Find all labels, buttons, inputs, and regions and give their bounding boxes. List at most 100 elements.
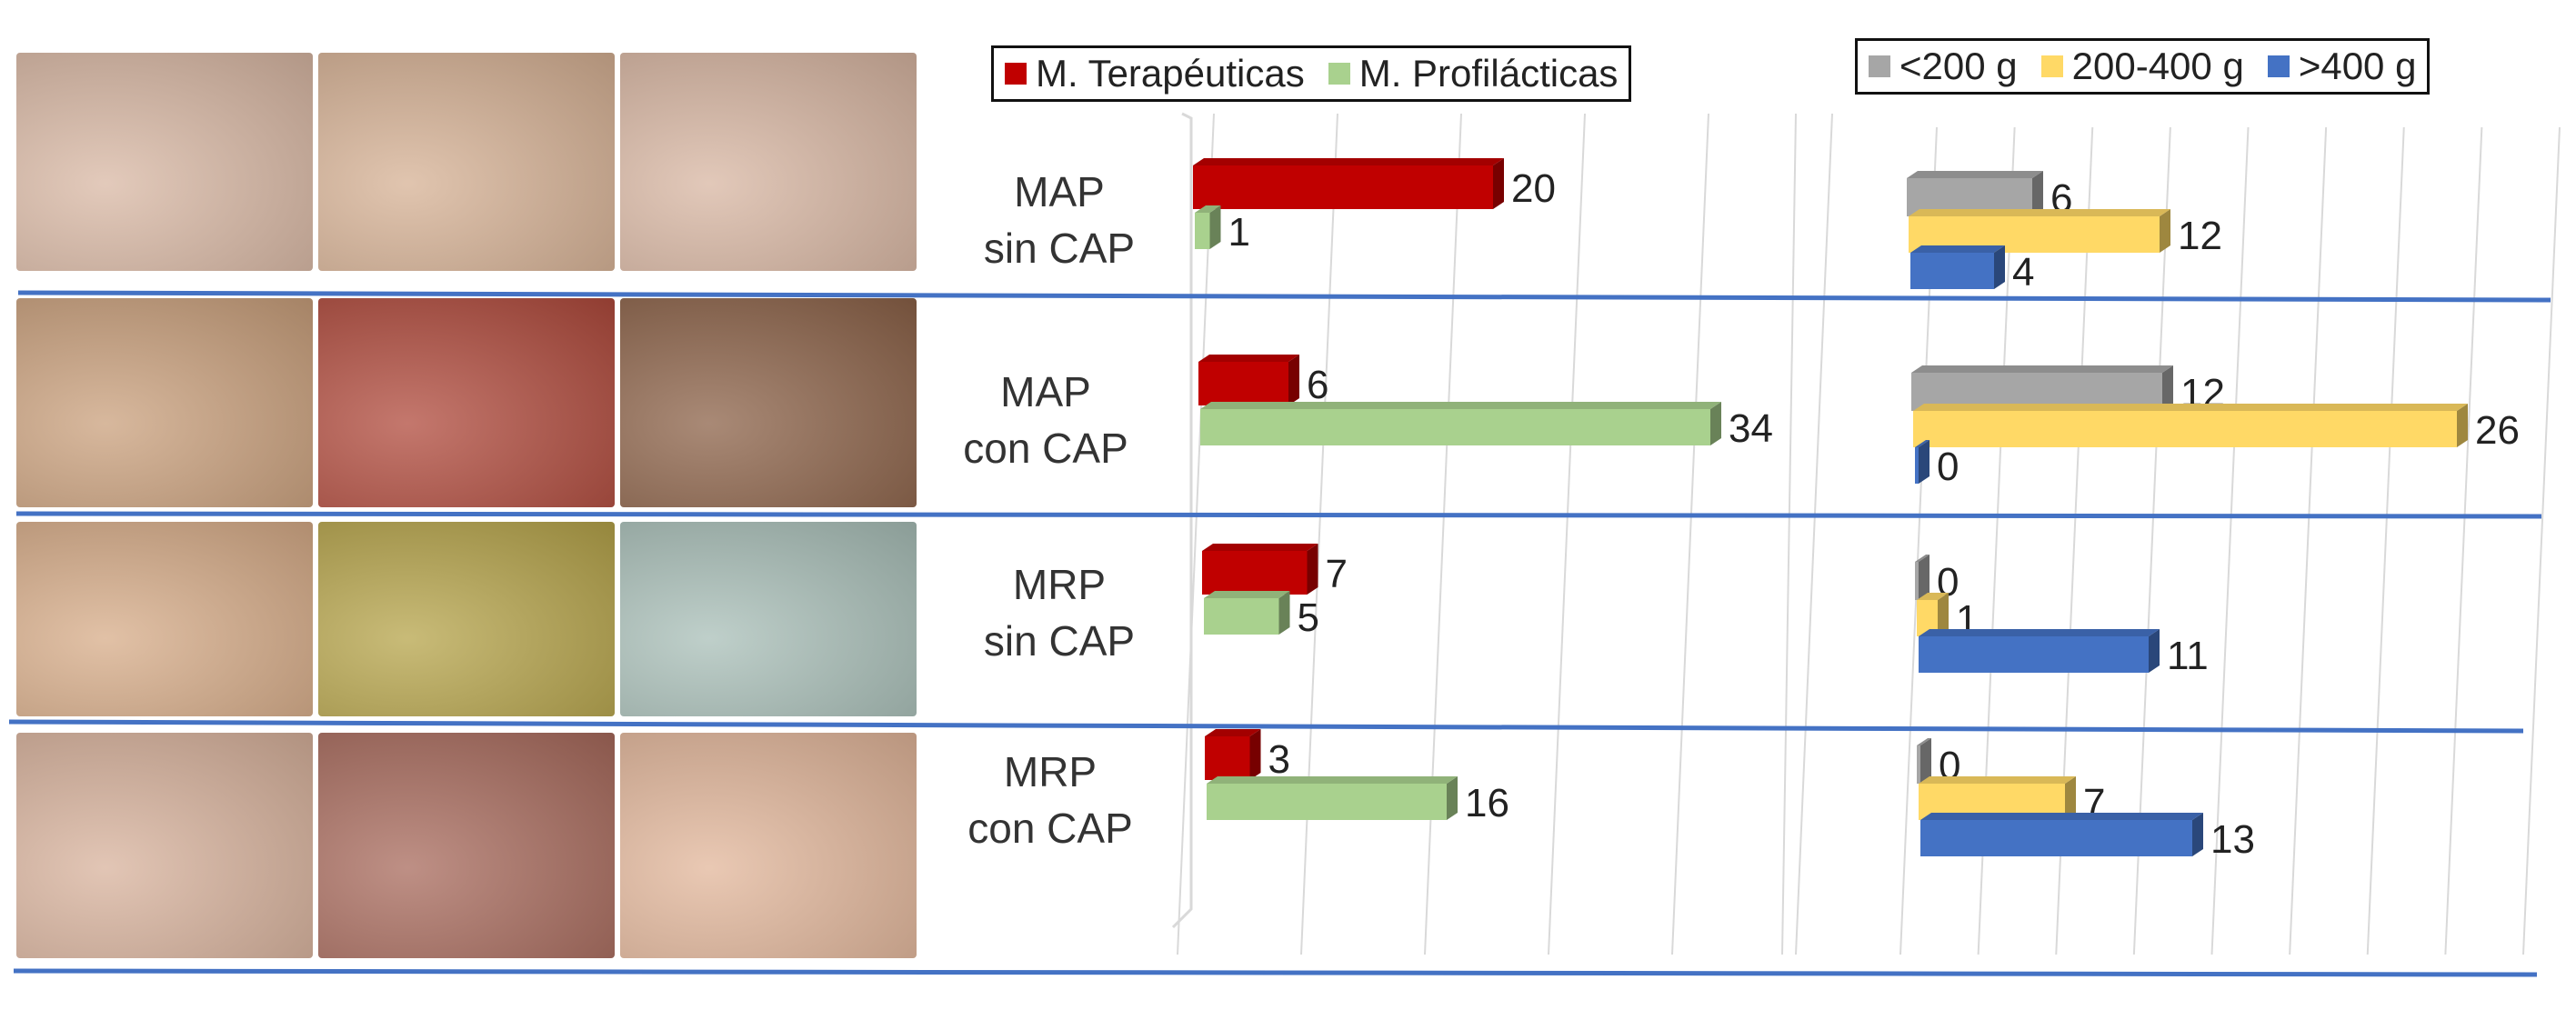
bar-top xyxy=(1205,729,1261,736)
grid-line xyxy=(1671,113,1709,955)
bar xyxy=(1920,813,2203,856)
bar-front xyxy=(1919,636,2149,673)
bar-side xyxy=(1288,355,1299,405)
row-separator xyxy=(8,719,2524,734)
grid-line xyxy=(2210,126,2250,955)
bar xyxy=(1915,555,1929,600)
bar xyxy=(1913,404,2468,447)
clinical-photo xyxy=(620,298,917,507)
legend-label: <200 g xyxy=(1899,45,2018,87)
data-label: 16 xyxy=(1465,781,1509,825)
grid-line xyxy=(2522,126,2561,955)
bar-top xyxy=(1202,544,1318,551)
bar-side xyxy=(1278,591,1290,635)
bar-side xyxy=(1919,555,1929,600)
grid-line xyxy=(1548,113,1586,955)
bar-front xyxy=(1917,745,1920,784)
grid-line xyxy=(1177,113,1215,955)
bar-top xyxy=(1207,776,1458,784)
axis-line xyxy=(1781,113,1797,955)
bar-top xyxy=(1913,404,2468,411)
clinical-photo xyxy=(16,733,313,958)
clinical-photo xyxy=(620,733,917,958)
data-label: 6 xyxy=(1307,363,1328,407)
bar-side xyxy=(2162,365,2173,411)
bar-top xyxy=(1204,591,1290,598)
bar xyxy=(1917,593,1949,636)
bar xyxy=(1200,402,1721,445)
bar-top xyxy=(1193,158,1504,165)
bar-side xyxy=(1249,729,1261,780)
bar-side xyxy=(2160,209,2170,253)
bar-front xyxy=(1915,562,1919,600)
legend-item: 200-400 g xyxy=(2040,45,2244,88)
clinical-photo xyxy=(16,298,313,507)
data-label: 3 xyxy=(1268,737,1290,782)
bar-top xyxy=(1917,738,1931,745)
bar-side xyxy=(1493,158,1504,209)
bar-front xyxy=(1200,409,1710,445)
row-label-line1: MRP xyxy=(1003,748,1098,795)
bar-side xyxy=(1447,776,1458,820)
bar-front xyxy=(1193,165,1493,209)
bar xyxy=(1195,205,1221,249)
clinical-photo xyxy=(16,522,313,716)
data-label: 34 xyxy=(1729,406,1773,451)
bar-top xyxy=(1911,365,2173,373)
grid-line xyxy=(1424,113,1462,955)
bar-side xyxy=(1920,738,1931,784)
row-label-line2: sin CAP xyxy=(983,225,1136,272)
bar-side xyxy=(1710,402,1721,445)
bar-top xyxy=(1200,402,1721,409)
grid-line xyxy=(1300,113,1338,955)
legend-swatch xyxy=(2267,55,2290,77)
legend-label: M. Terapéuticas xyxy=(1036,52,1305,95)
data-label: 26 xyxy=(2475,408,2520,453)
bar-top xyxy=(1195,205,1221,213)
bar-side xyxy=(1307,544,1318,595)
bar xyxy=(1204,591,1290,635)
data-label: 0 xyxy=(1937,445,1959,489)
grid-line xyxy=(2289,126,2328,955)
bar-front xyxy=(1915,447,1919,484)
bar-side xyxy=(2192,813,2203,856)
photo-row-2 xyxy=(16,298,917,507)
bar-top xyxy=(1909,209,2170,216)
data-label: 5 xyxy=(1298,595,1319,640)
bar-side xyxy=(1938,593,1949,636)
grid-line xyxy=(1795,113,1833,955)
bar-front xyxy=(1202,551,1308,595)
row-separator xyxy=(15,511,2542,519)
bar-front xyxy=(1205,736,1250,780)
bar xyxy=(1207,776,1458,820)
bar xyxy=(1919,629,2160,673)
clinical-photo xyxy=(620,53,917,271)
bar-front xyxy=(1917,600,1938,636)
legend-item: >400 g xyxy=(2267,45,2416,88)
data-label: 12 xyxy=(2178,214,2222,258)
photo-row-3 xyxy=(16,522,917,716)
row-separator xyxy=(13,968,2538,977)
bar-side xyxy=(2032,171,2043,216)
bar-side xyxy=(2149,629,2160,673)
bar-top xyxy=(1915,440,1929,447)
bar-top xyxy=(1920,813,2203,820)
bar-front xyxy=(1204,598,1279,635)
data-label: 13 xyxy=(2210,817,2255,862)
bar-top xyxy=(1915,555,1929,562)
bar-front xyxy=(1920,820,2192,856)
data-label: 4 xyxy=(2012,250,2034,295)
data-label: 20 xyxy=(1511,166,1556,211)
row-label: MRP con CAP xyxy=(941,744,1159,856)
bar-top xyxy=(1919,776,2076,784)
clinical-photo xyxy=(620,522,917,716)
legend-label: 200-400 g xyxy=(2071,45,2244,87)
data-label: 7 xyxy=(1326,552,1348,596)
data-label: 11 xyxy=(2167,634,2209,678)
grid-line xyxy=(2444,126,2483,955)
legend-swatch xyxy=(1869,55,1890,77)
legend-weight: <200 g 200-400 g >400 g xyxy=(1855,38,2431,95)
bar xyxy=(1915,440,1929,484)
